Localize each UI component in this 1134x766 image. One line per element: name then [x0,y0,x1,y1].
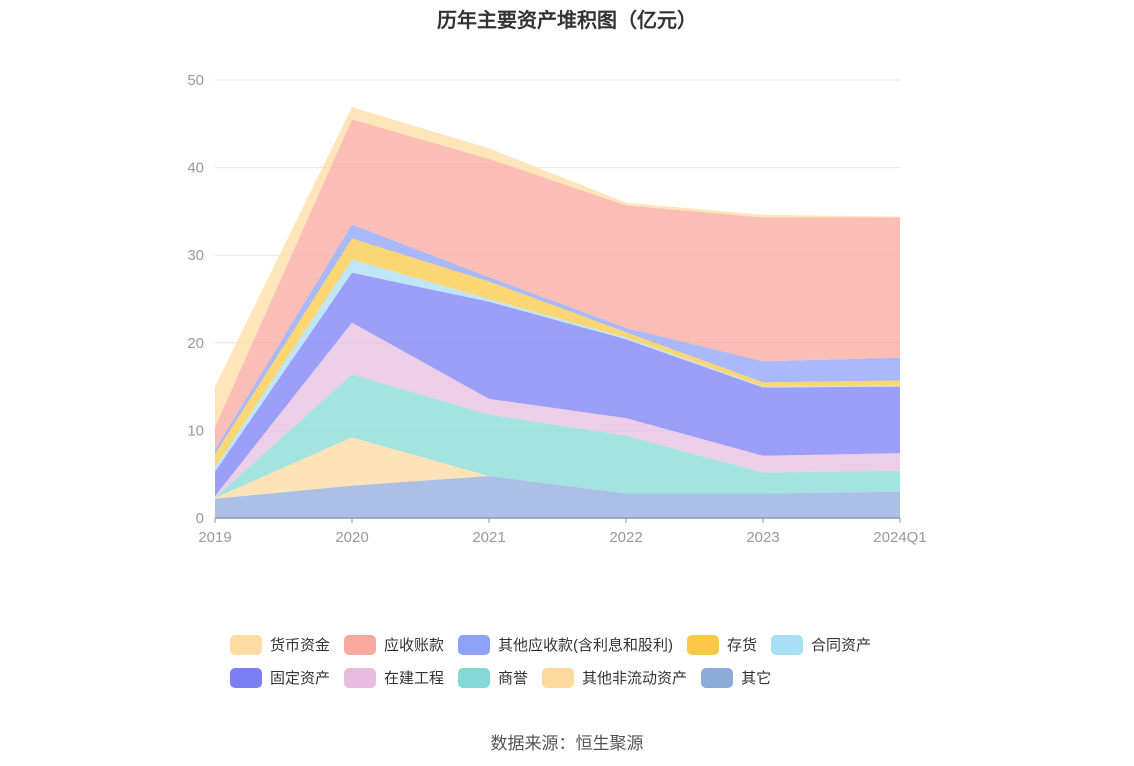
y-tick-label: 0 [196,510,204,527]
y-tick-label: 40 [187,160,204,177]
area-series [215,119,900,450]
legend-swatch [344,667,377,688]
legend-item-construction[interactable]: 在建工程 [344,667,444,688]
chart-title: 历年主要资产堆积图（亿元） [437,10,697,32]
legend-item-goodwill[interactable]: 商誉 [458,667,528,688]
legend-item-others[interactable]: 其它 [701,667,771,688]
area-series [215,322,900,498]
area-series [215,272,900,497]
area-series [215,475,900,518]
area-series [215,374,900,498]
area-series [215,437,900,499]
x-tick-label: 2024Q1 [873,529,926,546]
legend-label: 其他应收款(含利息和股利) [498,637,674,654]
x-tick-label: 2020 [335,529,368,546]
legend-swatch [344,634,377,655]
legend-swatch [542,667,575,688]
legend-item-receivables[interactable]: 应收账款 [344,634,444,655]
legend-swatch [701,667,734,688]
legend-label: 在建工程 [384,670,445,687]
data-source: 数据来源：恒生聚源 [490,734,644,753]
legend-swatch [458,634,491,655]
legend-label: 货币资金 [270,637,331,654]
legend-item-cash[interactable]: 货币资金 [230,634,330,655]
legend-swatch [771,634,804,655]
legend-label: 其他非流动资产 [582,670,688,687]
legend-label: 固定资产 [270,670,331,687]
x-tick-label: 2019 [198,529,231,546]
x-tick-label: 2022 [609,529,642,546]
legend-label: 应收账款 [384,637,445,654]
legend-row-1: 货币资金 应收账款 其他应收款(含利息和股利) 存货 合同资产 [230,628,950,661]
y-tick-label: 30 [187,247,204,264]
legend-item-contract-assets[interactable]: 合同资产 [771,634,871,655]
x-tick-label: 2023 [746,529,779,546]
x-tick-label: 2021 [472,529,505,546]
y-tick-label: 50 [187,72,204,89]
legend-swatch [230,667,262,688]
legend-label: 商誉 [498,670,529,687]
legend-label: 合同资产 [811,637,872,654]
legend-item-inventory[interactable]: 存货 [687,634,757,655]
legend-item-fixed-assets[interactable]: 固定资产 [230,667,330,688]
legend-item-other-receivables[interactable]: 其他应收款(含利息和股利) [458,634,673,655]
legend-swatch [687,634,720,655]
legend-item-other-noncurrent[interactable]: 其他非流动资产 [542,667,687,688]
stacked-area-chart: 0 10 20 30 40 50 2019 2020 2021 2022 2023 2024Q1 [187,72,926,546]
legend-row-2: 固定资产 在建工程 商誉 其他非流动资产 其它 [230,661,950,694]
legend-swatch [458,667,491,688]
legend-swatch [230,634,262,655]
y-tick-label: 10 [187,422,204,439]
chart-legend: 货币资金 应收账款 其他应收款(含利息和股利) 存货 合同资产 固定资产 在建工… [230,628,950,694]
legend-label: 其它 [741,670,772,687]
legend-label: 存货 [727,637,758,654]
y-tick-label: 20 [187,335,204,352]
